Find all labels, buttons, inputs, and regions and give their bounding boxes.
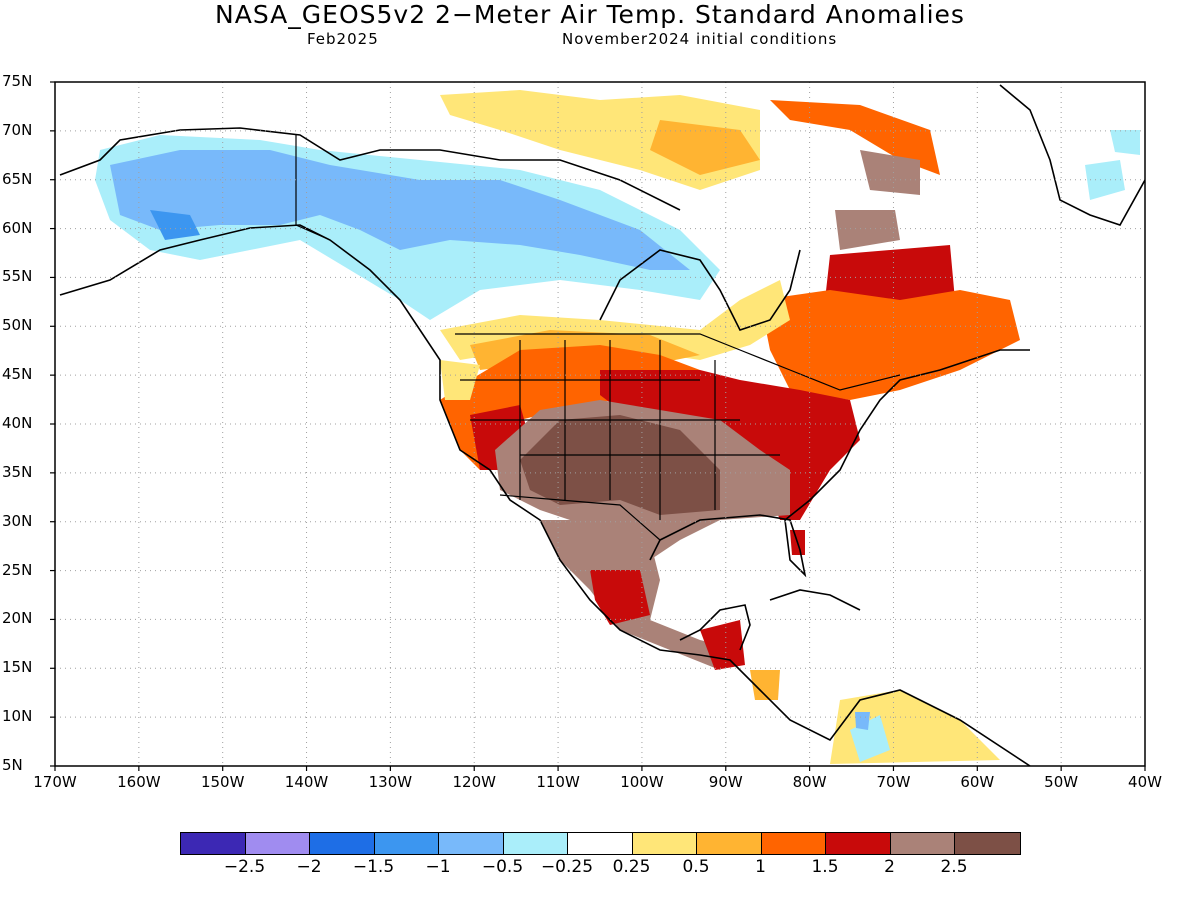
anomaly-region-greenland-brown <box>860 150 920 195</box>
anomaly-region-greenland-light2 <box>1110 130 1140 155</box>
border-us-mexico <box>499 494 661 541</box>
valid-month-label: Feb2025 <box>307 30 379 48</box>
lat-tick-label: 25N <box>2 560 33 579</box>
colorbar-swatch <box>181 833 246 854</box>
colorbar-swatch <box>568 833 633 854</box>
colorbar-label: 1 <box>755 857 766 877</box>
colorbar-label: −1 <box>425 857 451 877</box>
colorbar-label: 1.5 <box>811 857 839 877</box>
lat-tick-label: 60N <box>2 218 33 237</box>
gridlines <box>55 82 1145 766</box>
lat-tick-label: 45N <box>2 365 33 384</box>
colorbar-label: 0.25 <box>612 857 651 877</box>
colorbar-swatch <box>439 833 504 854</box>
lon-tick-label: 100W <box>620 773 664 791</box>
colorbar-label: 0.5 <box>682 857 710 877</box>
colorbar-swatch <box>503 833 568 854</box>
lon-tick-label: 120W <box>452 773 496 791</box>
lon-tick-label: 170W <box>33 773 77 791</box>
colorbar-swatch <box>955 833 1020 854</box>
anomaly-region-alaska-darkblue <box>150 210 200 240</box>
lat-tick-label: 50N <box>2 316 33 335</box>
anomaly-region-caribbean-orange <box>750 670 780 700</box>
border-us-canada <box>455 333 901 391</box>
colorbar-swatch <box>761 833 826 854</box>
colorbar-label: −2 <box>296 857 322 877</box>
map-title: NASA_GEOS5v2 2−Meter Air Temp. Standard … <box>215 0 965 29</box>
init-conditions-label: November2024 initial conditions <box>562 30 838 48</box>
lon-tick-label: 70W <box>876 773 911 791</box>
lat-tick-label: 30N <box>2 511 33 530</box>
colorbar-label: −1.5 <box>352 857 395 877</box>
colorbar-label: −0.5 <box>481 857 524 877</box>
lat-tick-label: 75N <box>2 72 33 90</box>
anomaly-region-us-east-red <box>600 370 860 520</box>
anomaly-region-sw-darkbrown <box>520 415 720 515</box>
colorbar-swatch <box>697 833 762 854</box>
anomaly-region-labrador-brown <box>835 210 900 250</box>
lat-tick-label: 55N <box>2 267 33 286</box>
lon-tick-label: 40W <box>1128 773 1162 791</box>
lon-tick-label: 130W <box>368 773 413 791</box>
colorbar-label: 2.5 <box>940 857 968 877</box>
lon-tick-label: 110W <box>536 773 580 791</box>
lat-tick-label: 70N <box>2 120 33 139</box>
coastlines <box>59 84 1145 766</box>
anomaly-region-east-canada-orange <box>760 290 1020 400</box>
anomaly-region-sa-blue <box>855 712 870 730</box>
colorbar-swatch <box>826 833 891 854</box>
colorbar <box>180 832 1021 855</box>
colorbar-label: 2 <box>884 857 895 877</box>
lat-tick-label: 20N <box>2 609 33 628</box>
anomaly-region-arctic-orange <box>650 120 760 175</box>
colorbar-swatch <box>890 833 955 854</box>
anomaly-region-mexico-red <box>590 570 650 625</box>
lat-tick-label: 5N <box>2 756 23 774</box>
lat-tick-label: 15N <box>2 658 33 677</box>
axis-ticks <box>50 81 1146 771</box>
colorbar-label: −2.5 <box>223 857 266 877</box>
coastline-gulf <box>649 349 1030 578</box>
lat-tick-label: 35N <box>2 462 33 481</box>
lon-tick-label: 140W <box>284 773 329 791</box>
lon-tick-label: 60W <box>960 773 995 791</box>
colorbar-swatch <box>310 833 375 854</box>
lat-tick-label: 65N <box>2 169 33 188</box>
lon-tick-label: 90W <box>708 773 743 791</box>
lon-tick-label: 50W <box>1044 773 1079 791</box>
coastline-alaska-north <box>59 127 681 211</box>
lon-tick-label: 80W <box>792 773 827 791</box>
coastline-north-america <box>59 224 1031 766</box>
coastline-cuba <box>769 589 861 611</box>
border-alaska-canada <box>295 135 331 241</box>
colorbar-swatch <box>632 833 697 854</box>
colorbar-swatch <box>245 833 310 854</box>
lon-tick-label: 160W <box>117 773 161 791</box>
colorbar-label: −0.25 <box>540 857 594 877</box>
colorbar-swatch <box>374 833 439 854</box>
lat-tick-label: 40N <box>2 414 33 432</box>
lat-tick-label: 10N <box>2 707 33 726</box>
coastline-yucatan <box>679 604 751 651</box>
coastline-hudson <box>599 249 801 331</box>
lon-tick-label: 150W <box>200 773 245 791</box>
coastline-greenland <box>999 84 1145 226</box>
